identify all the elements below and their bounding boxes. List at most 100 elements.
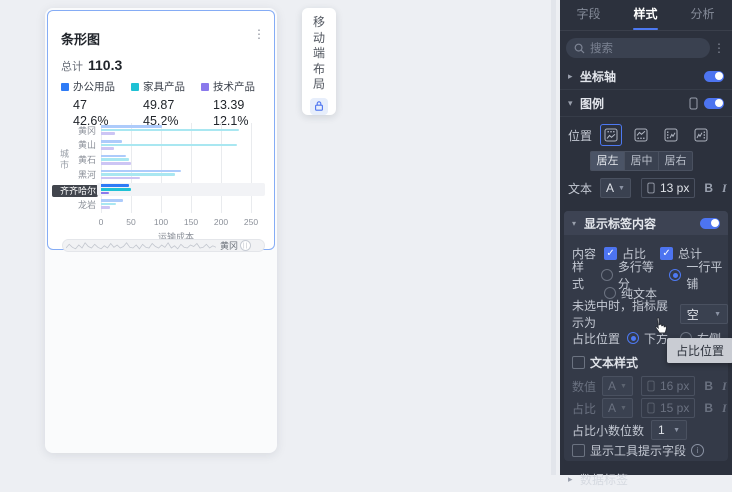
percent-font-color-dropdown[interactable]: A ▼ <box>602 398 633 418</box>
legend-position-bottom-button[interactable] <box>630 124 652 146</box>
section-legend[interactable]: ▾ 图例 <box>560 90 732 117</box>
legend-value: 49.87 <box>143 98 175 112</box>
oneline-option-label: 一行平铺 <box>686 260 723 291</box>
pos-below-radio[interactable] <box>627 332 640 344</box>
x-axis-title: 运输成本 <box>157 232 194 242</box>
legend-font-color-dropdown[interactable]: A ▼ <box>600 178 631 198</box>
legend-toggle[interactable] <box>704 97 724 109</box>
scrollbar-drag-handle[interactable]: || <box>240 240 252 251</box>
y-category-label[interactable]: 龙岩 <box>77 199 96 210</box>
percent-option-label: 占比 <box>622 246 647 261</box>
legend-font-size-box[interactable]: 13 px <box>640 178 696 198</box>
bar-技术产品[interactable] <box>101 191 110 195</box>
bold-button[interactable]: B <box>704 181 713 195</box>
selected-row-highlight <box>97 183 265 196</box>
caret-down-icon: ▼ <box>620 382 627 390</box>
legend-item[interactable]: 家具产品 49.87 45.2% <box>131 79 201 128</box>
bar-家具产品[interactable] <box>101 143 238 147</box>
legend-percent: 45.2% <box>143 114 179 128</box>
chart-plot[interactable] <box>97 123 265 213</box>
text-style-checkbox[interactable] <box>572 355 585 369</box>
section-label-content[interactable]: ▾ 显示标签内容 <box>564 211 728 235</box>
text-style-label: 文本样式 <box>590 355 639 370</box>
bar-办公用品[interactable] <box>101 169 181 173</box>
bar-技术产品[interactable] <box>101 206 110 209</box>
x-tick-label: 50 <box>126 217 136 227</box>
legend-name: 技术产品 <box>213 81 255 93</box>
y-category-label[interactable]: 黄石 <box>77 155 96 166</box>
decimal-dropdown[interactable]: 1 ▼ <box>651 420 688 440</box>
legend-position-right-button[interactable] <box>690 124 712 146</box>
bar-办公用品[interactable] <box>101 154 127 158</box>
align-center-button[interactable]: 居中 <box>625 151 659 171</box>
value-font-color-dropdown[interactable]: A ▼ <box>602 376 633 396</box>
legend-top-icon <box>604 128 618 142</box>
section-axis[interactable]: ▸ 坐标轴 <box>560 63 732 90</box>
data-zoom-scrollbar[interactable]: 黄冈 || <box>62 239 265 252</box>
y-category-label[interactable]: 黑河 <box>77 169 96 180</box>
legend-position-top-button[interactable] <box>600 124 623 146</box>
search-input[interactable]: 搜索 <box>566 38 710 58</box>
section-next[interactable]: ▸ 数据标签 <box>560 466 732 492</box>
plaintext-radio[interactable] <box>604 287 616 299</box>
value-bold-button[interactable]: B <box>704 379 713 393</box>
percent-bold-button[interactable]: B <box>704 401 713 415</box>
total-checkbox[interactable]: ✓ <box>660 246 674 260</box>
multiline-radio[interactable] <box>600 269 613 281</box>
label-content-toggle[interactable] <box>700 217 720 229</box>
bar-技术产品[interactable] <box>101 132 115 135</box>
bar-办公用品[interactable] <box>101 184 130 187</box>
tab-analysis[interactable]: 分析 <box>690 7 715 21</box>
gridline <box>131 123 132 213</box>
bar-家具产品[interactable] <box>101 173 175 176</box>
value-font-size-box[interactable]: 16 px <box>640 376 696 396</box>
italic-button[interactable]: I <box>722 180 727 195</box>
align-left-button[interactable]: 居左 <box>590 151 625 171</box>
percent-checkbox[interactable]: ✓ <box>604 246 618 260</box>
bar-技术产品[interactable] <box>101 147 115 150</box>
bar-家具产品[interactable] <box>101 158 130 161</box>
legend-swatch <box>201 82 209 91</box>
y-category-label[interactable]: 黄冈 <box>77 125 96 136</box>
axis-toggle[interactable] <box>704 70 724 82</box>
y-axis-title: 城市 <box>59 149 69 171</box>
caret-down-icon: ▼ <box>620 404 627 412</box>
x-tick-label: 0 <box>98 217 104 227</box>
tooltip-field-checkbox[interactable] <box>572 443 585 457</box>
bar-技术产品[interactable] <box>101 162 131 165</box>
legend-position-left-button[interactable] <box>660 124 682 146</box>
mobile-layout-toolbar[interactable]: 移动端布局 <box>302 8 336 115</box>
bar-家具产品[interactable] <box>101 202 116 206</box>
panel-more-icon[interactable]: ⋮ <box>713 41 725 55</box>
bar-家具产品[interactable] <box>101 188 131 191</box>
value-italic-button[interactable]: I <box>722 378 727 393</box>
chart-total: 总计 110.3 <box>61 57 122 74</box>
tab-fields[interactable]: 字段 <box>576 7 601 21</box>
legend-value: 13.39 <box>213 98 245 112</box>
canvas-scrollbar[interactable] <box>551 0 556 475</box>
y-category-label[interactable]: 齐齐哈尔 <box>52 184 98 197</box>
unselected-dropdown[interactable]: 空 ▼ <box>679 304 728 324</box>
y-category-label[interactable]: 黄山 <box>77 140 96 151</box>
percent-italic-button[interactable]: I <box>722 400 727 415</box>
bar-办公用品[interactable] <box>101 140 122 143</box>
section-axis-title: 坐标轴 <box>580 69 617 84</box>
legend-item[interactable]: 办公用品 47 42.6% <box>61 79 131 128</box>
scrollbar-sparkline <box>66 242 216 250</box>
legend-item[interactable]: 技术产品 13.39 12.1% <box>201 79 271 128</box>
more-icon[interactable]: ⋮ <box>253 27 265 41</box>
tab-style[interactable]: 样式 <box>617 0 674 30</box>
bar-办公用品[interactable] <box>101 199 123 202</box>
y-axis-labels: 黄冈黄山黄石黑河齐齐哈尔龙岩 <box>52 123 98 213</box>
oneline-radio[interactable] <box>669 269 682 281</box>
bar-chart-widget[interactable]: 条形图 ⋮ 总计 110.3 办公用品 47 42.6% 家具产品 49.87 45.2% 技… <box>47 10 275 252</box>
bar-家具产品[interactable] <box>101 128 239 132</box>
lock-button[interactable] <box>310 97 328 115</box>
search-icon <box>574 43 585 53</box>
bar-办公用品[interactable] <box>101 125 163 128</box>
bar-技术产品[interactable] <box>101 176 140 180</box>
chart-legend: 办公用品 47 42.6% 家具产品 49.87 45.2% 技术产品 13.39 12.1% <box>61 79 271 128</box>
align-right-button[interactable]: 居右 <box>659 151 693 171</box>
percent-font-size-box[interactable]: 15 px <box>640 398 696 418</box>
percent-label: 占比 <box>572 401 597 416</box>
